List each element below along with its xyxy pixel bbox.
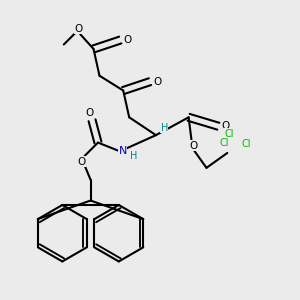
Text: O: O [77,157,86,167]
Text: H: H [130,151,137,161]
Text: Cl: Cl [224,129,233,139]
Text: O: O [222,121,230,131]
Text: O: O [74,24,83,34]
Text: O: O [85,108,93,118]
Text: O: O [153,76,162,87]
Text: Cl: Cl [220,138,229,148]
Text: O: O [189,140,197,151]
Text: H: H [160,123,168,133]
Text: Cl: Cl [242,139,251,149]
Text: N: N [118,146,127,157]
Text: O: O [124,35,132,45]
